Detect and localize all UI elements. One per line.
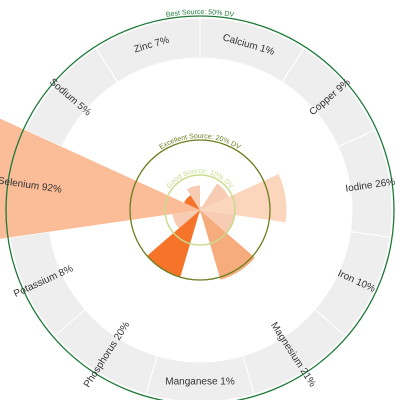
ring-20-label: Excellent Source: 20% DV: [158, 133, 241, 151]
bars-layer: [0, 118, 287, 280]
bar-phosphorus: [147, 210, 200, 278]
bar-calcium: [200, 206, 202, 210]
bar-iron: [200, 210, 235, 233]
bar-copper: [200, 183, 229, 210]
bar-potassium: [172, 210, 200, 229]
category-label-manganese: Manganese 1%: [165, 377, 235, 388]
ring-20: [129, 139, 271, 281]
ring-10: [164, 174, 236, 246]
ring-10-label: Good Source: 10% DV: [166, 168, 235, 190]
bar-magnesium: [200, 210, 255, 280]
ring-50: [5, 15, 395, 400]
bar-selenium: [0, 118, 200, 239]
bar-sodium: [184, 195, 200, 210]
bar-manganese: [199, 210, 201, 214]
ring-50-label: Best Source: 50% DV: [165, 9, 234, 19]
band-segment-zinc: [95, 17, 201, 83]
bar-iodine: [200, 174, 287, 223]
bar-zinc: [186, 185, 200, 210]
